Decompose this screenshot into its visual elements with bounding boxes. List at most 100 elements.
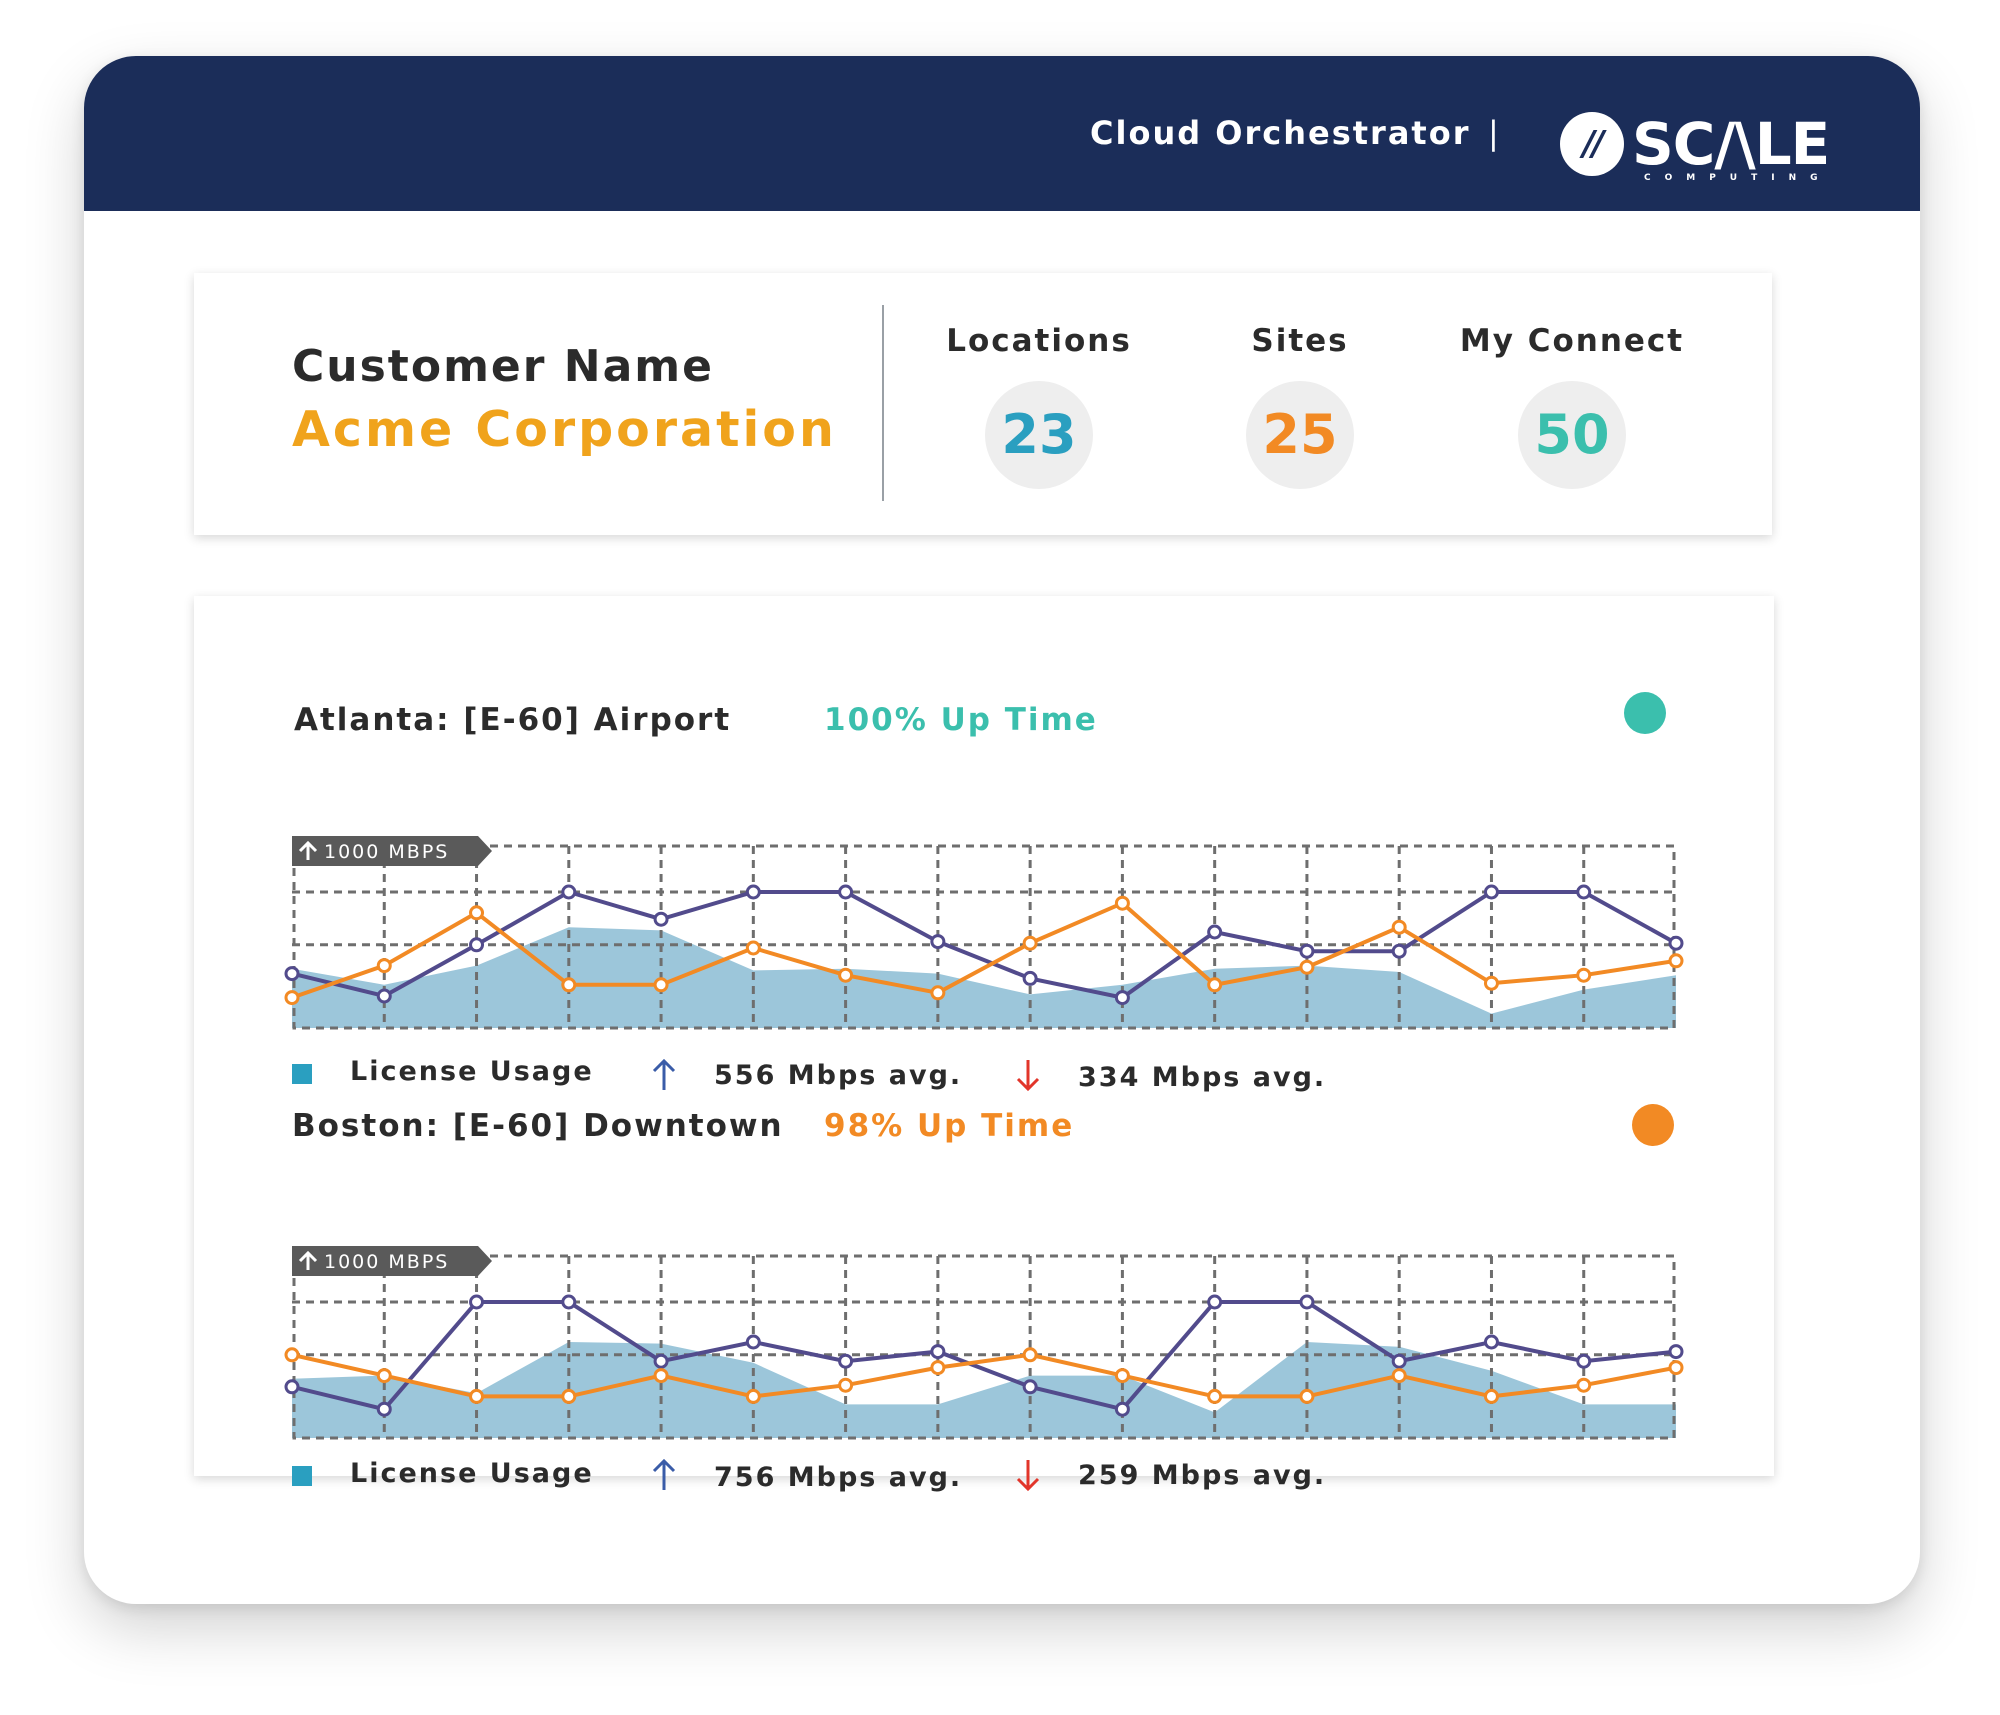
download-line [291, 1352, 1677, 1399]
up-arrow-icon [298, 1250, 318, 1270]
summary-divider [882, 305, 884, 501]
download-line-point [284, 990, 300, 1006]
upload-line-point [284, 966, 300, 982]
upload-line-point [838, 1353, 854, 1369]
stat-value: 50 [1518, 381, 1626, 489]
up-arrow-icon [298, 840, 318, 860]
badge-shape [292, 836, 492, 866]
download-line-point [561, 977, 577, 993]
download-line-point [1207, 1388, 1223, 1404]
logo-subtitle: COMPUTING [1644, 173, 1832, 183]
download-line-point [838, 1377, 854, 1393]
upload-line-point [284, 1379, 300, 1395]
site-title[interactable]: Atlanta: [E-60] Airport [294, 702, 732, 738]
stat-sites[interactable]: Sites 25 [1180, 323, 1420, 513]
download-line-point [1391, 1368, 1407, 1384]
upload-line-point [1576, 884, 1592, 900]
upload-line-point [1207, 1294, 1223, 1310]
download-line-point [1483, 1388, 1499, 1404]
scale-computing-logo[interactable]: // SC/\LE COMPUTING [1560, 112, 1850, 183]
upload-line-point [1483, 1334, 1499, 1350]
uptime-label: 100% Up Time [824, 702, 1098, 738]
download-line-point [1022, 935, 1038, 951]
stat-value: 25 [1246, 381, 1354, 489]
upload-arrow-icon [652, 1058, 676, 1090]
upload-average: 756 Mbps avg. [714, 1462, 963, 1493]
download-arrow-shape [1016, 1460, 1040, 1492]
download-line [291, 900, 1677, 1000]
app-title: Cloud Orchestrator [1090, 114, 1471, 152]
upload-line-point [1483, 884, 1499, 900]
bandwidth-chart: 1000 MBPS [284, 1246, 1684, 1440]
upload-line-point [1668, 1344, 1684, 1360]
download-line-point [469, 1388, 485, 1404]
sites-card: Atlanta: [E-60] Airport 100% Up Time 100… [194, 596, 1774, 1493]
upload-line-point [1668, 935, 1684, 951]
download-line-point [1576, 967, 1592, 983]
upload-line-point [653, 1353, 669, 1369]
download-line-point [1299, 1388, 1315, 1404]
download-line-point [745, 1388, 761, 1404]
download-line-point [1207, 977, 1223, 993]
download-arrow-icon [1016, 1060, 1040, 1092]
stat-value: 23 [985, 381, 1093, 489]
customer-name-value: Acme Corporation [292, 401, 837, 458]
download-arrow-icon [1016, 1460, 1040, 1492]
download-line-point [930, 1360, 946, 1376]
upload-arrow-icon [652, 1458, 676, 1490]
uptime-label: 98% Up Time [824, 1108, 1075, 1144]
download-line-point [1391, 919, 1407, 935]
upload-line-point [561, 1294, 577, 1310]
download-line-point [376, 958, 392, 974]
upload-line [291, 1300, 1677, 1412]
upload-line-point [376, 988, 392, 1004]
download-line-point [1576, 1377, 1592, 1393]
upload-line-point [1391, 1353, 1407, 1369]
upload-line-point [561, 884, 577, 900]
customer-summary-card: Customer Name Acme Corporation Locations… [194, 273, 1772, 535]
badge-label: 1000 MBPS [324, 1251, 449, 1273]
download-line-point [1668, 953, 1684, 969]
upload-line-point [1391, 943, 1407, 959]
max-bandwidth-badge: 1000 MBPS [292, 836, 492, 866]
upload-line-point [1022, 970, 1038, 986]
upload-line-point [376, 1401, 392, 1417]
download-line-point [376, 1368, 392, 1384]
download-average: 259 Mbps avg. [1078, 1460, 1327, 1491]
stat-label: My Connect [1459, 323, 1685, 359]
stat-label: Locations [946, 323, 1132, 359]
download-average: 334 Mbps avg. [1078, 1062, 1327, 1093]
upload-line-point [1207, 924, 1223, 940]
license-usage-area [292, 927, 1676, 1028]
status-indicator [1632, 1104, 1674, 1146]
download-line-point [1114, 895, 1130, 911]
upload-line-point [1114, 1401, 1130, 1417]
upload-line-point [1299, 943, 1315, 959]
download-line-point [1022, 1347, 1038, 1363]
upload-line-point [838, 884, 854, 900]
download-line-point [653, 977, 669, 993]
top-bar: Cloud Orchestrator | // SC/\LE COMPUTING [84, 56, 1920, 211]
stat-my-connect[interactable]: My Connect 50 [1452, 323, 1692, 513]
stat-locations[interactable]: Locations 23 [919, 323, 1159, 513]
stat-label: Sites [1251, 323, 1349, 359]
license-usage-label: License Usage [350, 1056, 594, 1087]
upload-line-point [1114, 990, 1130, 1006]
download-line-point [1483, 975, 1499, 991]
license-usage-swatch [292, 1466, 312, 1486]
badge-shape [292, 1246, 492, 1276]
upload-line-point [1576, 1353, 1592, 1369]
upload-line-point [930, 934, 946, 950]
logo-mark-icon: // [1560, 112, 1624, 176]
max-bandwidth-badge: 1000 MBPS [292, 1246, 492, 1276]
bandwidth-chart: 1000 MBPS [284, 836, 1684, 1030]
download-line-point [284, 1347, 300, 1363]
upload-line-point [469, 937, 485, 953]
license-usage-swatch [292, 1064, 312, 1084]
upload-line-point [1299, 1294, 1315, 1310]
upload-line-point [653, 911, 669, 927]
site-title[interactable]: Boston: [E-60] Downtown [292, 1108, 784, 1144]
download-line-point [469, 905, 485, 921]
upload-average: 556 Mbps avg. [714, 1060, 963, 1091]
download-line-point [930, 985, 946, 1001]
